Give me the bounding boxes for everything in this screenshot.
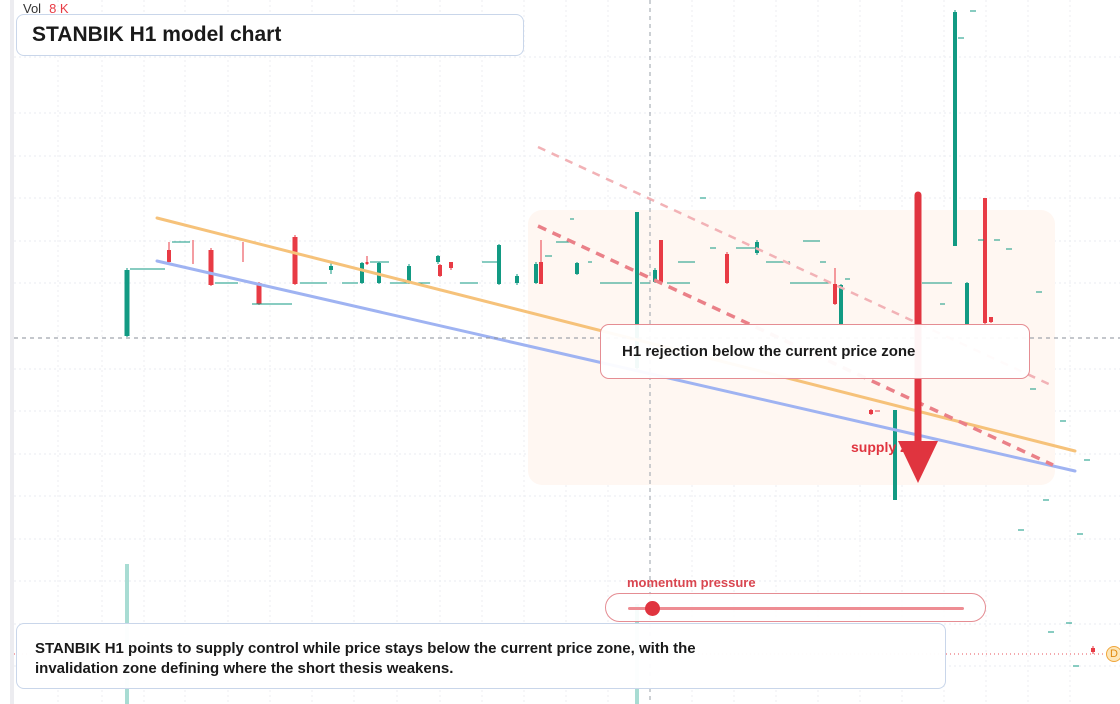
candle-body bbox=[965, 283, 969, 324]
candle-body bbox=[407, 266, 411, 283]
candle bbox=[953, 10, 957, 246]
candle-body bbox=[989, 317, 993, 322]
candle bbox=[965, 282, 969, 325]
volume-legend: Vol 8 K bbox=[23, 1, 69, 16]
arrow-head bbox=[898, 441, 938, 483]
candle bbox=[167, 242, 171, 263]
down-arrow bbox=[898, 191, 938, 483]
candle bbox=[292, 235, 298, 285]
candle-body bbox=[449, 262, 453, 268]
candle bbox=[438, 264, 442, 277]
candle bbox=[436, 255, 440, 264]
candle bbox=[192, 240, 194, 264]
candle-body bbox=[539, 262, 543, 284]
minor-ticks bbox=[130, 10, 1090, 667]
summary-text: STANBIK H1 points to supply control whil… bbox=[35, 640, 696, 677]
candle-body bbox=[438, 265, 442, 276]
candle-body bbox=[192, 248, 194, 252]
candle-body bbox=[653, 270, 657, 282]
candle-body bbox=[839, 285, 843, 325]
candle-body bbox=[360, 263, 364, 283]
candle-body bbox=[953, 12, 957, 246]
candle-body bbox=[515, 276, 519, 283]
candle-body bbox=[893, 410, 897, 500]
candle bbox=[329, 262, 333, 274]
candle bbox=[365, 256, 369, 265]
momentum-meter[interactable] bbox=[605, 593, 986, 622]
candle bbox=[725, 252, 729, 284]
candle bbox=[1091, 646, 1095, 654]
candle-body bbox=[635, 212, 639, 368]
candle bbox=[893, 410, 897, 500]
summary-panel: STANBIK H1 points to supply control whil… bbox=[16, 623, 946, 689]
candle bbox=[989, 317, 993, 323]
rejection-callout: H1 rejection below the current price zon… bbox=[600, 324, 1030, 379]
candle-body bbox=[575, 263, 579, 274]
candle bbox=[208, 248, 214, 286]
candle bbox=[983, 198, 987, 324]
title-panel: STANBIK H1 model chart bbox=[16, 14, 524, 56]
price-axis-strip bbox=[10, 0, 14, 704]
candle bbox=[515, 274, 519, 285]
candle bbox=[839, 284, 843, 326]
candle bbox=[659, 240, 663, 283]
volume-legend-value: 8 K bbox=[49, 1, 69, 16]
event-badge[interactable]: D bbox=[1106, 646, 1120, 662]
candle-body bbox=[167, 250, 171, 262]
volume-legend-label: Vol bbox=[23, 1, 42, 16]
candle bbox=[534, 262, 538, 284]
momentum-track bbox=[628, 607, 964, 610]
candle bbox=[242, 242, 244, 262]
candle bbox=[449, 262, 453, 270]
candle-body bbox=[869, 410, 873, 414]
trendline bbox=[537, 145, 1054, 388]
candle-body bbox=[242, 250, 244, 256]
candle bbox=[124, 268, 130, 337]
candle bbox=[575, 262, 579, 275]
momentum-knob[interactable] bbox=[644, 601, 660, 616]
candle-body bbox=[436, 256, 440, 262]
candle-body bbox=[534, 264, 538, 283]
candle-body bbox=[1091, 648, 1095, 652]
chart-title: STANBIK H1 model chart bbox=[32, 23, 282, 46]
candle bbox=[360, 262, 364, 284]
candle-body bbox=[833, 284, 837, 304]
supply-zone-label: supply zone bbox=[851, 439, 932, 455]
candle bbox=[833, 268, 837, 305]
candle bbox=[497, 244, 501, 285]
candle bbox=[539, 240, 543, 284]
candle-body bbox=[124, 270, 130, 336]
callout-text: H1 rejection below the current price zon… bbox=[622, 343, 916, 360]
candle-body bbox=[365, 262, 369, 264]
candle-body bbox=[256, 283, 262, 304]
momentum-label: momentum pressure bbox=[627, 575, 756, 590]
candle-body bbox=[292, 237, 298, 284]
candle-body bbox=[497, 245, 501, 284]
candle-body bbox=[208, 250, 214, 285]
candle bbox=[869, 409, 873, 415]
candle-body bbox=[725, 254, 729, 283]
candle-body bbox=[983, 198, 987, 323]
candle-body bbox=[329, 266, 333, 270]
candle-body bbox=[659, 240, 663, 282]
